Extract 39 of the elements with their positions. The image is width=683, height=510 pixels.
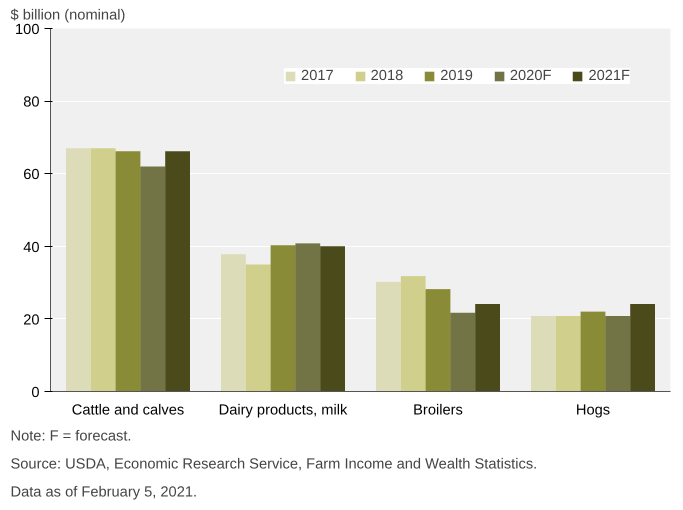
- legend-label: 2021F: [588, 68, 630, 84]
- text: Note: F = forecast.: [10, 428, 132, 444]
- bar: [140, 166, 166, 392]
- bar: [66, 148, 91, 392]
- bar: [580, 312, 606, 392]
- x-tick-label: Broilers: [413, 402, 463, 418]
- bar: [320, 246, 345, 392]
- bar: [630, 304, 655, 392]
- bar: [221, 254, 246, 392]
- y-tick-label: 20: [23, 312, 40, 328]
- bar: [116, 151, 140, 392]
- bar: [556, 316, 581, 392]
- bar: [295, 243, 320, 392]
- text: Data as of February 5, 2021.: [10, 484, 198, 500]
- bar: [450, 312, 476, 392]
- bar: [376, 282, 401, 392]
- legend-label: 2019: [440, 68, 473, 84]
- x-tick-label: Dairy products, milk: [218, 402, 348, 418]
- y-axis-title: $ billion (nominal): [10, 8, 126, 24]
- bar: [270, 245, 296, 392]
- legend-label: 2018: [370, 68, 404, 84]
- x-tick-label: Hogs: [576, 402, 610, 418]
- bar: [475, 304, 500, 392]
- y-tick-label: 80: [23, 94, 40, 111]
- x-tick-label: Cattle and calves: [72, 402, 184, 418]
- y-tick-label: 40: [23, 240, 40, 256]
- bar: [165, 151, 190, 392]
- source-note: Source: USDA, Economic Research Service, Farm Income and Wealth Statistics.: [10, 456, 538, 472]
- legend-label: 2020F: [510, 68, 552, 84]
- y-tick-label: 100: [15, 22, 40, 38]
- bar: [426, 289, 450, 392]
- bar: [90, 148, 116, 392]
- bar: [531, 316, 556, 392]
- bar: [605, 316, 630, 392]
- y-tick-label: 60: [23, 167, 40, 184]
- bar: [246, 264, 271, 392]
- legend-label: 2017: [301, 68, 334, 84]
- y-tick-label: 0: [31, 385, 40, 401]
- bar: [400, 276, 426, 392]
